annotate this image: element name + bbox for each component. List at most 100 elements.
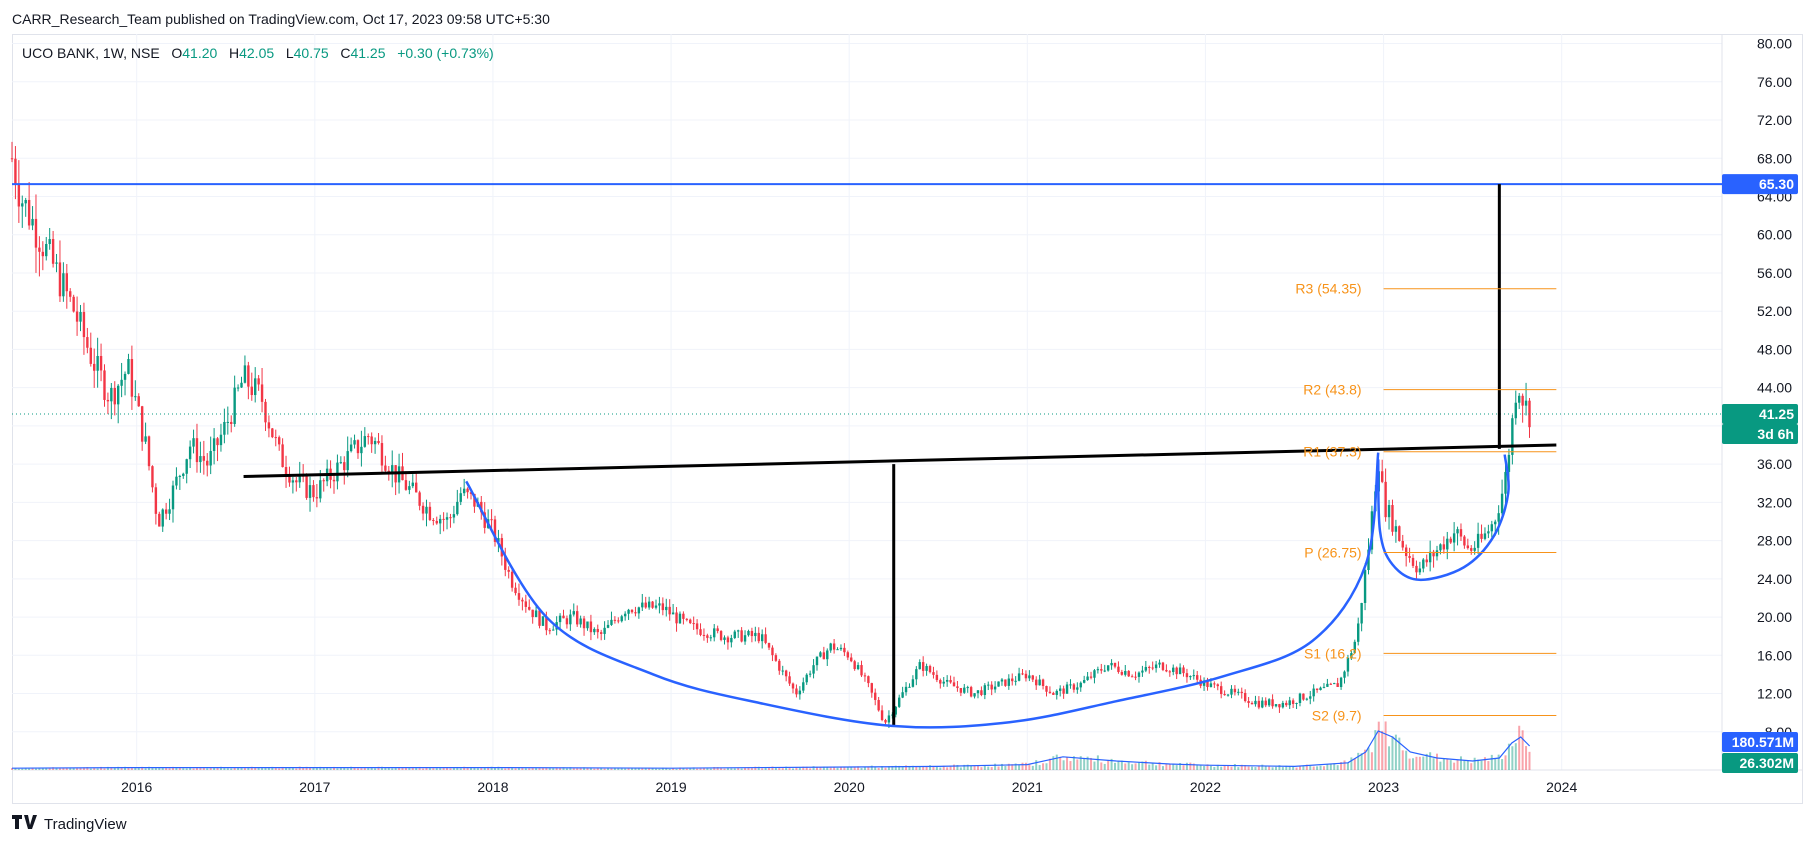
volume-bar (428, 768, 431, 770)
volume-bar (1227, 764, 1230, 770)
volume-badge: 180.571M (1732, 734, 1794, 750)
candle-body (579, 618, 582, 625)
volume-bar (716, 767, 719, 770)
volume-bar (363, 768, 366, 770)
volume-bar (894, 765, 897, 770)
candle-body (692, 623, 695, 625)
volume-bar (1216, 764, 1219, 770)
volume-bar (973, 765, 976, 770)
candle-body (230, 421, 233, 425)
volume-bar (898, 765, 901, 770)
candle-body (195, 438, 199, 463)
candle-body (548, 630, 552, 632)
volume-bar (572, 768, 575, 770)
volume-bar (613, 768, 616, 770)
candle-body (901, 692, 904, 698)
volume-bar (302, 767, 305, 770)
candle-body (490, 519, 493, 521)
volume-bar (1093, 761, 1096, 770)
candle-body (438, 518, 442, 524)
candle-body (17, 184, 21, 207)
candle-body (483, 512, 486, 528)
volume-bar (552, 768, 555, 770)
volume-bar (96, 768, 99, 770)
volume-bar (332, 766, 335, 770)
volume-bar (1189, 762, 1192, 770)
candle-body (144, 436, 147, 442)
volume-bar (422, 768, 425, 770)
volume-bar (367, 768, 370, 770)
volume-bar (1004, 765, 1007, 770)
candle-body (863, 675, 867, 677)
volume-bar (744, 767, 747, 770)
candle-body (1463, 536, 1466, 546)
legend-low: 40.75 (293, 45, 329, 61)
volume-bar (377, 766, 380, 770)
candle-body (466, 488, 469, 493)
candle-body (243, 365, 247, 383)
candle-body (391, 465, 394, 474)
candle-body (1000, 679, 1004, 682)
candle-body (343, 462, 346, 471)
candle-body (1295, 702, 1298, 704)
volume-bar (261, 767, 264, 770)
candle-body (89, 347, 92, 364)
candle-body (521, 599, 524, 602)
volume-bar (326, 767, 329, 770)
volume-bar (154, 767, 157, 770)
volume-bar (356, 768, 359, 770)
resistance-badge: 65.30 (1759, 176, 1794, 192)
y-tick-label: 32.00 (1757, 494, 1792, 510)
candle-body (613, 619, 617, 621)
candle-body (617, 620, 620, 622)
candle-body (1442, 544, 1446, 550)
candle-body (45, 244, 48, 257)
candle-body (1514, 402, 1517, 419)
volume-bar (1329, 763, 1332, 770)
candle-body (1394, 526, 1398, 532)
volume-bar (322, 767, 325, 770)
volume-bar (449, 768, 452, 770)
volume-bar (1528, 751, 1531, 770)
candle-body (781, 670, 784, 672)
volume-bar (1206, 764, 1209, 770)
candle-body (839, 647, 843, 650)
volume-bar (911, 765, 914, 770)
volume-bar (1446, 759, 1449, 770)
candle-body (1154, 664, 1158, 669)
volume-bar (1240, 764, 1243, 770)
candle-body (545, 616, 548, 631)
candle-body (1285, 702, 1288, 706)
candle-body (1192, 675, 1195, 677)
candle-body (1261, 700, 1264, 708)
candle-body (58, 262, 62, 297)
candle-body (1148, 666, 1151, 668)
volume-bar (1525, 746, 1528, 770)
volume-bar (1288, 766, 1291, 770)
candle-body (445, 517, 449, 520)
volume-bar (1107, 760, 1110, 770)
legend-change: +0.30 (+0.73%) (397, 45, 494, 61)
volume-bar (881, 766, 884, 770)
current-price-badge-bg (1722, 403, 1798, 424)
footer-logo-text[interactable]: TradingView (44, 816, 127, 833)
candle-body (1346, 657, 1350, 672)
tradingview-logo-icon[interactable] (12, 815, 38, 834)
volume-bar (1100, 762, 1103, 770)
candle-body (976, 690, 980, 694)
volume-bar (672, 768, 675, 770)
candle-body (507, 569, 510, 572)
candle-body (1422, 559, 1425, 569)
candle-body (1175, 667, 1178, 675)
volume-bar (1511, 746, 1514, 770)
candle-body (363, 436, 367, 447)
volume-bar (1326, 764, 1329, 770)
candle-body (689, 619, 692, 624)
candle-body (599, 632, 603, 634)
y-tick-label: 80.00 (1757, 36, 1792, 52)
volume-bar (798, 767, 801, 770)
volume-bar (1336, 765, 1339, 770)
candle-body (713, 628, 716, 638)
volume-bar (1021, 762, 1024, 770)
